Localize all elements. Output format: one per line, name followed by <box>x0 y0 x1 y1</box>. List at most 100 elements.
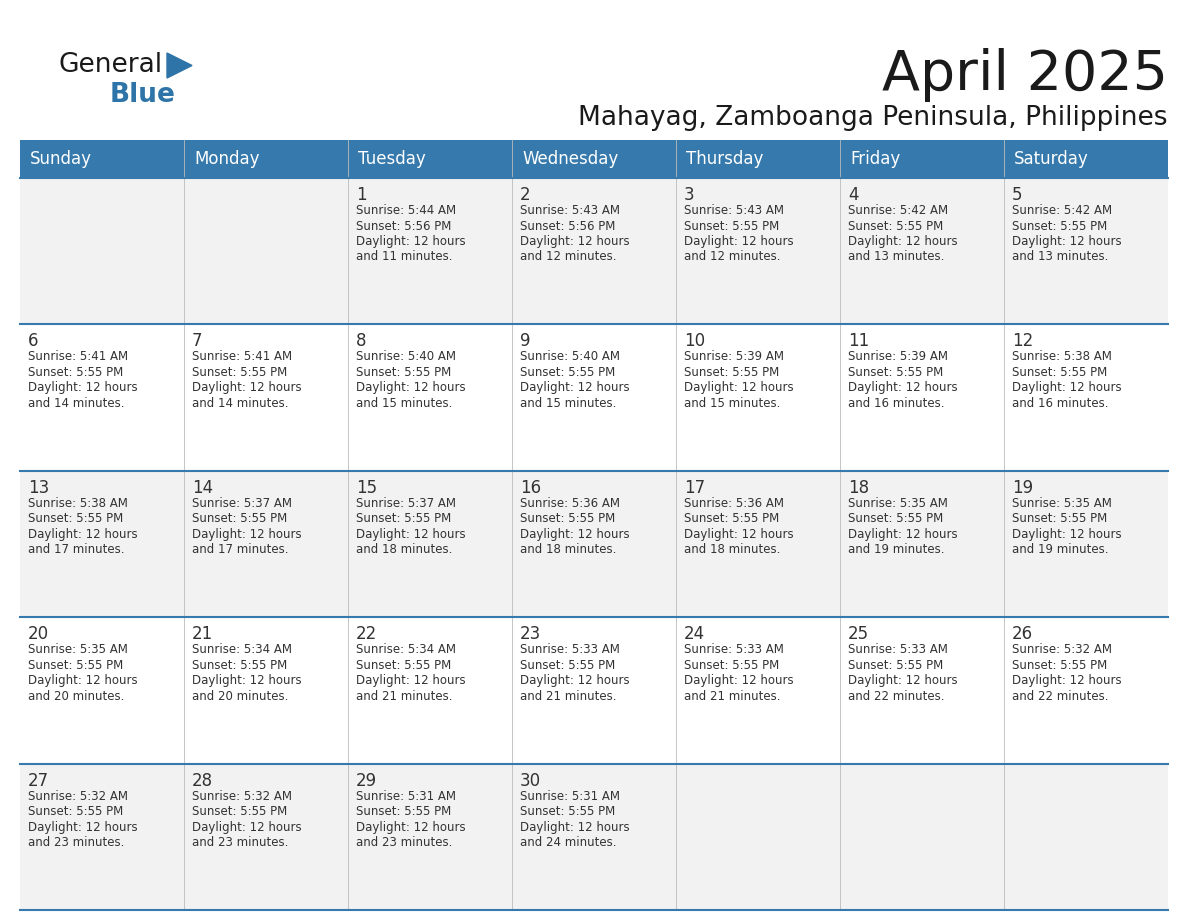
Text: and 24 minutes.: and 24 minutes. <box>520 836 617 849</box>
Text: and 14 minutes.: and 14 minutes. <box>29 397 125 410</box>
Text: Sunrise: 5:40 AM: Sunrise: 5:40 AM <box>356 351 456 364</box>
Text: 21: 21 <box>192 625 214 644</box>
Text: and 23 minutes.: and 23 minutes. <box>356 836 453 849</box>
Text: Sunset: 5:55 PM: Sunset: 5:55 PM <box>356 659 451 672</box>
Text: Sunset: 5:55 PM: Sunset: 5:55 PM <box>29 366 124 379</box>
Text: Sunrise: 5:42 AM: Sunrise: 5:42 AM <box>848 204 948 217</box>
Text: Sunrise: 5:33 AM: Sunrise: 5:33 AM <box>520 644 620 656</box>
Text: Blue: Blue <box>110 82 176 108</box>
Text: and 22 minutes.: and 22 minutes. <box>848 689 944 702</box>
Text: Daylight: 12 hours: Daylight: 12 hours <box>1012 528 1121 541</box>
Text: Daylight: 12 hours: Daylight: 12 hours <box>356 821 466 834</box>
Text: Sunset: 5:55 PM: Sunset: 5:55 PM <box>684 512 779 525</box>
Text: Sunset: 5:55 PM: Sunset: 5:55 PM <box>848 512 943 525</box>
Text: April 2025: April 2025 <box>881 48 1168 102</box>
Text: Sunrise: 5:44 AM: Sunrise: 5:44 AM <box>356 204 456 217</box>
Text: Sunrise: 5:33 AM: Sunrise: 5:33 AM <box>848 644 948 656</box>
Text: Sunrise: 5:38 AM: Sunrise: 5:38 AM <box>1012 351 1112 364</box>
Text: Sunset: 5:55 PM: Sunset: 5:55 PM <box>29 659 124 672</box>
Text: and 16 minutes.: and 16 minutes. <box>848 397 944 410</box>
Text: Daylight: 12 hours: Daylight: 12 hours <box>520 674 630 688</box>
Text: Daylight: 12 hours: Daylight: 12 hours <box>1012 381 1121 395</box>
Text: Daylight: 12 hours: Daylight: 12 hours <box>192 674 302 688</box>
Text: Sunrise: 5:39 AM: Sunrise: 5:39 AM <box>684 351 784 364</box>
Bar <box>676 140 840 178</box>
Text: and 19 minutes.: and 19 minutes. <box>1012 543 1108 556</box>
Text: Saturday: Saturday <box>1015 150 1088 168</box>
Text: Sunrise: 5:31 AM: Sunrise: 5:31 AM <box>520 789 620 802</box>
Text: Sunrise: 5:35 AM: Sunrise: 5:35 AM <box>29 644 128 656</box>
Text: Daylight: 12 hours: Daylight: 12 hours <box>192 381 302 395</box>
Text: Daylight: 12 hours: Daylight: 12 hours <box>29 381 138 395</box>
Bar <box>20 140 184 178</box>
Text: Sunrise: 5:37 AM: Sunrise: 5:37 AM <box>356 497 456 509</box>
Text: Thursday: Thursday <box>685 150 764 168</box>
Text: and 13 minutes.: and 13 minutes. <box>1012 251 1108 263</box>
Bar <box>840 140 1004 178</box>
Text: 10: 10 <box>684 332 706 351</box>
Text: 20: 20 <box>29 625 49 644</box>
Text: Daylight: 12 hours: Daylight: 12 hours <box>848 674 958 688</box>
Text: Sunset: 5:56 PM: Sunset: 5:56 PM <box>520 219 615 232</box>
Text: Sunrise: 5:35 AM: Sunrise: 5:35 AM <box>848 497 948 509</box>
Text: Sunrise: 5:36 AM: Sunrise: 5:36 AM <box>684 497 784 509</box>
Text: Tuesday: Tuesday <box>358 150 425 168</box>
Text: Daylight: 12 hours: Daylight: 12 hours <box>356 235 466 248</box>
Text: Sunset: 5:55 PM: Sunset: 5:55 PM <box>520 512 615 525</box>
Text: Sunset: 5:55 PM: Sunset: 5:55 PM <box>684 366 779 379</box>
Text: and 20 minutes.: and 20 minutes. <box>192 689 289 702</box>
Text: and 15 minutes.: and 15 minutes. <box>684 397 781 410</box>
Text: and 13 minutes.: and 13 minutes. <box>848 251 944 263</box>
Text: 19: 19 <box>1012 479 1034 497</box>
Text: Sunset: 5:55 PM: Sunset: 5:55 PM <box>520 659 615 672</box>
Text: Sunrise: 5:35 AM: Sunrise: 5:35 AM <box>1012 497 1112 509</box>
Text: Sunrise: 5:36 AM: Sunrise: 5:36 AM <box>520 497 620 509</box>
Text: 25: 25 <box>848 625 870 644</box>
Text: 29: 29 <box>356 772 377 789</box>
Bar <box>512 140 676 178</box>
Text: Sunrise: 5:41 AM: Sunrise: 5:41 AM <box>192 351 292 364</box>
Text: Daylight: 12 hours: Daylight: 12 hours <box>192 821 302 834</box>
Text: Daylight: 12 hours: Daylight: 12 hours <box>684 674 794 688</box>
Polygon shape <box>168 53 192 78</box>
Text: Sunset: 5:55 PM: Sunset: 5:55 PM <box>848 219 943 232</box>
Text: Friday: Friday <box>849 150 901 168</box>
Text: and 16 minutes.: and 16 minutes. <box>1012 397 1108 410</box>
Text: Daylight: 12 hours: Daylight: 12 hours <box>356 528 466 541</box>
Text: Sunset: 5:55 PM: Sunset: 5:55 PM <box>356 366 451 379</box>
Text: 24: 24 <box>684 625 706 644</box>
Text: 1: 1 <box>356 186 367 204</box>
Text: 4: 4 <box>848 186 859 204</box>
Text: 8: 8 <box>356 332 367 351</box>
Text: 26: 26 <box>1012 625 1034 644</box>
Text: Daylight: 12 hours: Daylight: 12 hours <box>29 674 138 688</box>
Text: Sunrise: 5:31 AM: Sunrise: 5:31 AM <box>356 789 456 802</box>
Text: and 21 minutes.: and 21 minutes. <box>520 689 617 702</box>
Text: Wednesday: Wednesday <box>522 150 618 168</box>
Text: and 18 minutes.: and 18 minutes. <box>356 543 453 556</box>
Text: and 17 minutes.: and 17 minutes. <box>192 543 289 556</box>
Text: and 23 minutes.: and 23 minutes. <box>29 836 125 849</box>
Text: Sunrise: 5:41 AM: Sunrise: 5:41 AM <box>29 351 128 364</box>
Text: 18: 18 <box>848 479 870 497</box>
Text: Sunset: 5:55 PM: Sunset: 5:55 PM <box>684 219 779 232</box>
Text: Sunrise: 5:32 AM: Sunrise: 5:32 AM <box>192 789 292 802</box>
Text: Sunset: 5:55 PM: Sunset: 5:55 PM <box>356 512 451 525</box>
Text: Sunset: 5:55 PM: Sunset: 5:55 PM <box>1012 366 1107 379</box>
Text: 5: 5 <box>1012 186 1023 204</box>
Text: 27: 27 <box>29 772 49 789</box>
Text: Daylight: 12 hours: Daylight: 12 hours <box>192 528 302 541</box>
Text: Sunset: 5:55 PM: Sunset: 5:55 PM <box>1012 512 1107 525</box>
Text: Sunset: 5:55 PM: Sunset: 5:55 PM <box>192 659 287 672</box>
Text: Daylight: 12 hours: Daylight: 12 hours <box>848 528 958 541</box>
Text: Daylight: 12 hours: Daylight: 12 hours <box>684 528 794 541</box>
Text: and 11 minutes.: and 11 minutes. <box>356 251 453 263</box>
Text: and 18 minutes.: and 18 minutes. <box>684 543 781 556</box>
Bar <box>20 764 1168 910</box>
Text: Sunrise: 5:33 AM: Sunrise: 5:33 AM <box>684 644 784 656</box>
Text: and 23 minutes.: and 23 minutes. <box>192 836 289 849</box>
Text: Sunrise: 5:32 AM: Sunrise: 5:32 AM <box>1012 644 1112 656</box>
Text: Sunset: 5:55 PM: Sunset: 5:55 PM <box>29 512 124 525</box>
Text: 9: 9 <box>520 332 531 351</box>
Bar <box>1004 140 1168 178</box>
